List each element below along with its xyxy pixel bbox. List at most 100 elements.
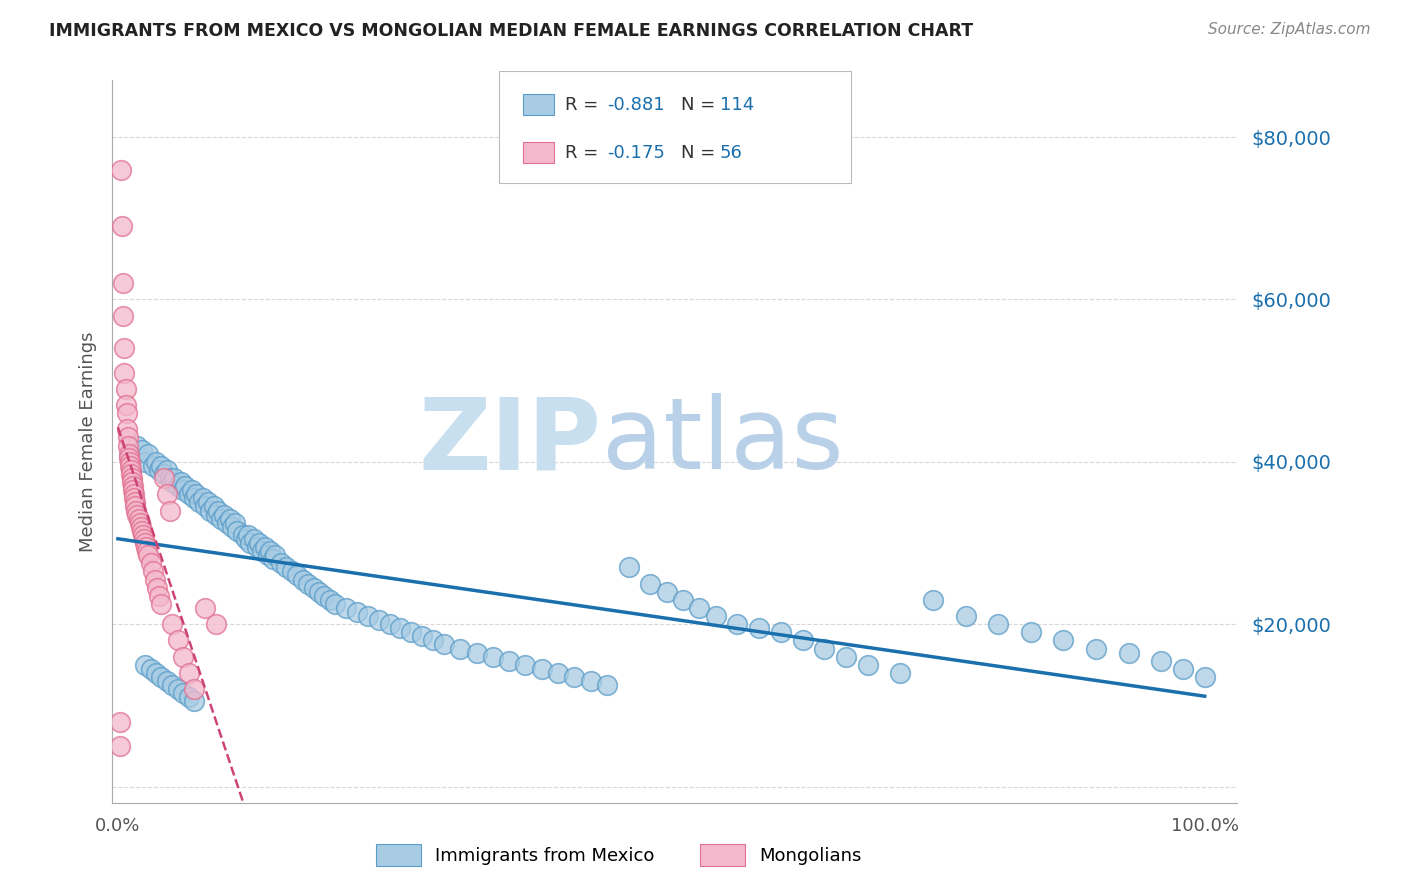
Point <box>148 463 170 477</box>
Point <box>335 601 357 615</box>
Point <box>134 657 156 672</box>
Point <box>114 382 136 396</box>
Point <box>242 532 264 546</box>
Point <box>813 641 835 656</box>
Point <box>143 573 166 587</box>
Point <box>159 503 181 517</box>
Point <box>118 455 141 469</box>
Point <box>148 589 170 603</box>
Point <box>238 528 260 542</box>
Point <box>121 475 143 490</box>
Point <box>166 633 188 648</box>
Point <box>204 508 226 522</box>
Y-axis label: Median Female Earnings: Median Female Earnings <box>79 331 97 552</box>
Point <box>146 581 169 595</box>
Point <box>174 479 197 493</box>
Point <box>150 597 173 611</box>
Point <box>122 483 145 498</box>
Point <box>166 479 188 493</box>
Point <box>955 609 977 624</box>
Point <box>172 649 194 664</box>
Point <box>115 422 138 436</box>
Text: ZIP: ZIP <box>419 393 602 490</box>
Point <box>530 662 553 676</box>
Point <box>129 520 152 534</box>
Point <box>1194 670 1216 684</box>
Point <box>482 649 505 664</box>
Point <box>319 592 342 607</box>
Point <box>152 471 174 485</box>
Point <box>218 511 240 525</box>
Point <box>655 584 678 599</box>
Point <box>346 605 368 619</box>
Point <box>204 617 226 632</box>
Text: atlas: atlas <box>602 393 844 490</box>
Point <box>186 487 208 501</box>
Point <box>152 467 174 481</box>
Point <box>232 528 254 542</box>
Point <box>172 483 194 498</box>
Text: IMMIGRANTS FROM MEXICO VS MONGOLIAN MEDIAN FEMALE EARNINGS CORRELATION CHART: IMMIGRANTS FROM MEXICO VS MONGOLIAN MEDI… <box>49 22 973 40</box>
Point <box>308 584 330 599</box>
Point <box>207 503 229 517</box>
Text: N =: N = <box>681 144 720 161</box>
Point <box>987 617 1010 632</box>
Point <box>465 646 488 660</box>
Text: N =: N = <box>681 95 720 113</box>
Point <box>124 500 146 514</box>
Point <box>433 638 456 652</box>
Point <box>156 673 179 688</box>
Point <box>132 528 155 542</box>
Point <box>194 500 217 514</box>
Point <box>131 442 153 457</box>
Point <box>183 682 205 697</box>
Point <box>389 621 412 635</box>
Point <box>177 665 200 680</box>
Point <box>209 511 232 525</box>
Point <box>367 613 389 627</box>
Point <box>138 447 160 461</box>
Point <box>114 341 136 355</box>
Text: 114: 114 <box>720 95 754 113</box>
Point <box>792 633 814 648</box>
Text: R =: R = <box>565 144 605 161</box>
Point <box>162 475 184 490</box>
Point <box>515 657 537 672</box>
Point <box>114 398 136 412</box>
Point <box>117 439 139 453</box>
Point <box>150 458 173 473</box>
Point <box>411 629 433 643</box>
Point <box>564 670 586 684</box>
Point <box>183 491 205 506</box>
Point <box>617 560 640 574</box>
Point <box>122 491 145 506</box>
Text: -0.175: -0.175 <box>607 144 665 161</box>
Point <box>166 682 188 697</box>
Point <box>111 219 134 234</box>
Point <box>748 621 770 635</box>
Point <box>127 508 149 522</box>
Point <box>1052 633 1074 648</box>
Point <box>118 447 141 461</box>
Point <box>725 617 748 632</box>
Point <box>285 568 308 582</box>
Point <box>262 552 284 566</box>
Point <box>235 532 257 546</box>
Point <box>1150 654 1173 668</box>
Point <box>314 589 336 603</box>
Point <box>257 548 280 562</box>
Point <box>156 463 179 477</box>
Point <box>835 649 858 664</box>
Point <box>170 475 193 490</box>
Point <box>200 503 222 517</box>
Point <box>224 516 246 530</box>
Text: Source: ZipAtlas.com: Source: ZipAtlas.com <box>1208 22 1371 37</box>
Point <box>197 495 219 509</box>
Point <box>139 557 162 571</box>
Point <box>156 487 179 501</box>
Point <box>117 430 139 444</box>
Point <box>769 625 792 640</box>
Point <box>215 516 238 530</box>
Point <box>323 597 346 611</box>
Point <box>122 479 145 493</box>
